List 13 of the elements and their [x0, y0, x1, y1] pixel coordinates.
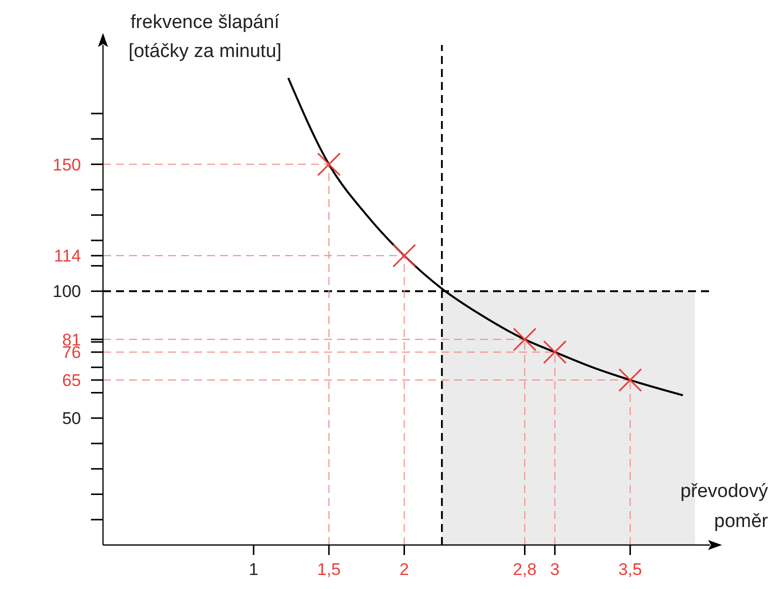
- x-tick-label: 3,5: [618, 560, 642, 579]
- x-tick-label: 1,5: [317, 560, 341, 579]
- y-tick-label: 100: [52, 282, 81, 302]
- x-tick-label: 1: [248, 560, 258, 579]
- y-tick-label: 114: [54, 246, 81, 266]
- x-tick-label: 2: [400, 560, 409, 579]
- x-axis-title: převodový poměr: [679, 480, 768, 534]
- y-tick-label: 50: [62, 409, 81, 428]
- y-tick-label: 150: [52, 155, 81, 174]
- x-tick-label: 2,8: [512, 560, 537, 579]
- y-tick-label: 65: [62, 371, 81, 390]
- x-tick-label: 3: [550, 560, 560, 579]
- y-axis-title: frekvence šlapání [otáčky za minutu]: [127, 11, 283, 64]
